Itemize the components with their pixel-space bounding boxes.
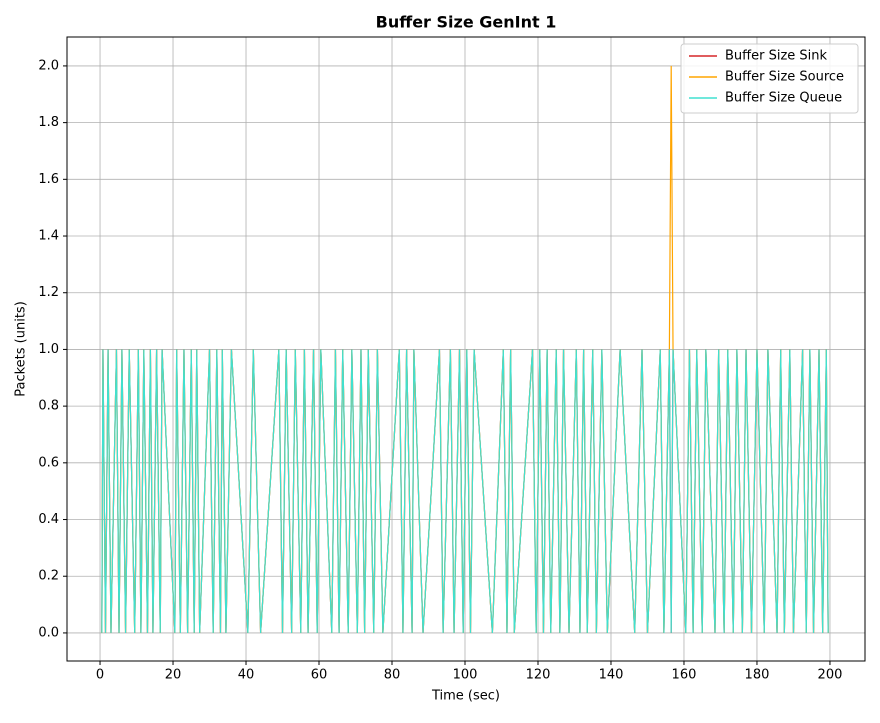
x-tick-label: 160 (672, 668, 697, 683)
plot-frame (66, 36, 866, 662)
y-tick-label: 0.0 (38, 625, 59, 640)
y-tick-label: 0.8 (38, 399, 59, 414)
x-tick-label: 140 (599, 668, 624, 683)
y-tick-label: 1.8 (38, 115, 59, 130)
legend-box (680, 43, 859, 114)
y-tick-label: 1.2 (38, 285, 59, 300)
y-tick-label: 0.4 (38, 512, 59, 527)
x-tick-label: 200 (818, 668, 843, 683)
x-tick-label: 60 (311, 668, 328, 683)
x-tick-label: 100 (453, 668, 478, 683)
y-tick-label: 0.6 (38, 455, 59, 470)
x-tick-label: 0 (96, 668, 104, 683)
series-line (101, 349, 829, 633)
x-axis-label: Time (sec) (431, 689, 500, 704)
y-tick-label: 1.0 (38, 342, 59, 357)
x-tick-label: 40 (238, 668, 255, 683)
y-tick-label: 1.6 (38, 172, 59, 187)
y-tick-label: 2.0 (38, 58, 59, 73)
chart-title: Buffer Size GenInt 1 (376, 13, 557, 32)
y-axis-label: Packets (units) (14, 301, 29, 397)
y-tick-label: 1.4 (38, 229, 59, 244)
legend-label: Buffer Size Sink (725, 49, 828, 64)
legend-label: Buffer Size Queue (725, 91, 842, 106)
x-tick-label: 20 (165, 668, 182, 683)
x-tick-label: 180 (745, 668, 770, 683)
x-tick-label: 80 (384, 668, 401, 683)
x-tick-label: 120 (526, 668, 551, 683)
y-tick-label: 0.2 (38, 569, 59, 584)
legend-label: Buffer Size Source (725, 70, 844, 85)
legend: Buffer Size Sink Buffer Size Source Buffer… (680, 43, 859, 114)
